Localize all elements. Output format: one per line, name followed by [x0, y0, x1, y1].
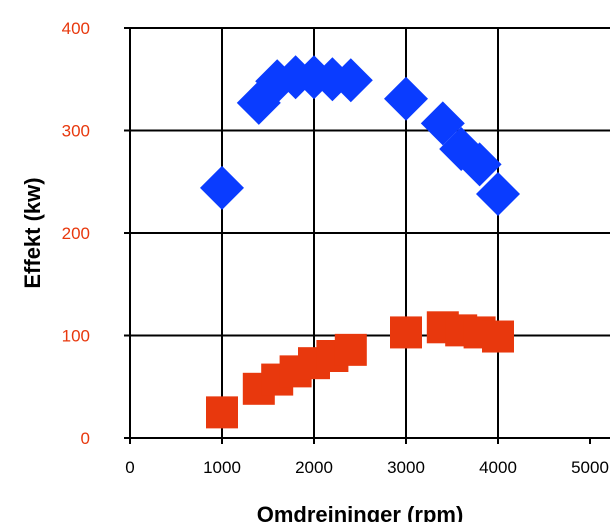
x-tick-labels: 0 1000 2000 3000 4000 5000 — [125, 458, 609, 477]
y-axis-title: Effekt (kw) — [20, 177, 45, 288]
x-tick-label: 2000 — [295, 458, 333, 477]
square-marker — [390, 316, 422, 349]
data-points — [200, 55, 520, 429]
y-tick-label: 100 — [62, 327, 90, 346]
diamond-marker — [476, 172, 520, 217]
square-marker — [482, 320, 514, 353]
x-tick-label: 3000 — [387, 458, 425, 477]
diamond-marker — [200, 165, 244, 210]
x-tick-label: 4000 — [479, 458, 517, 477]
axes — [124, 27, 610, 444]
x-tick-label: 5000 — [571, 458, 609, 477]
diamond-marker — [384, 76, 428, 121]
grid-lines — [130, 27, 610, 438]
x-axis-title: Omdreininger (rpm) — [257, 502, 464, 522]
y-tick-label: 300 — [62, 122, 90, 141]
diamond-marker — [457, 142, 502, 187]
x-tick-label: 0 — [125, 458, 134, 477]
x-tick-label: 1000 — [203, 458, 241, 477]
y-tick-label: 200 — [62, 224, 90, 243]
y-tick-labels: 0 100 200 300 400 — [62, 19, 90, 448]
y-tick-label: 0 — [81, 429, 90, 448]
square-marker — [206, 396, 238, 429]
y-tick-label: 400 — [62, 19, 90, 38]
diamond-marker — [420, 101, 465, 146]
square-marker — [334, 333, 367, 366]
diamond-marker — [328, 58, 373, 103]
